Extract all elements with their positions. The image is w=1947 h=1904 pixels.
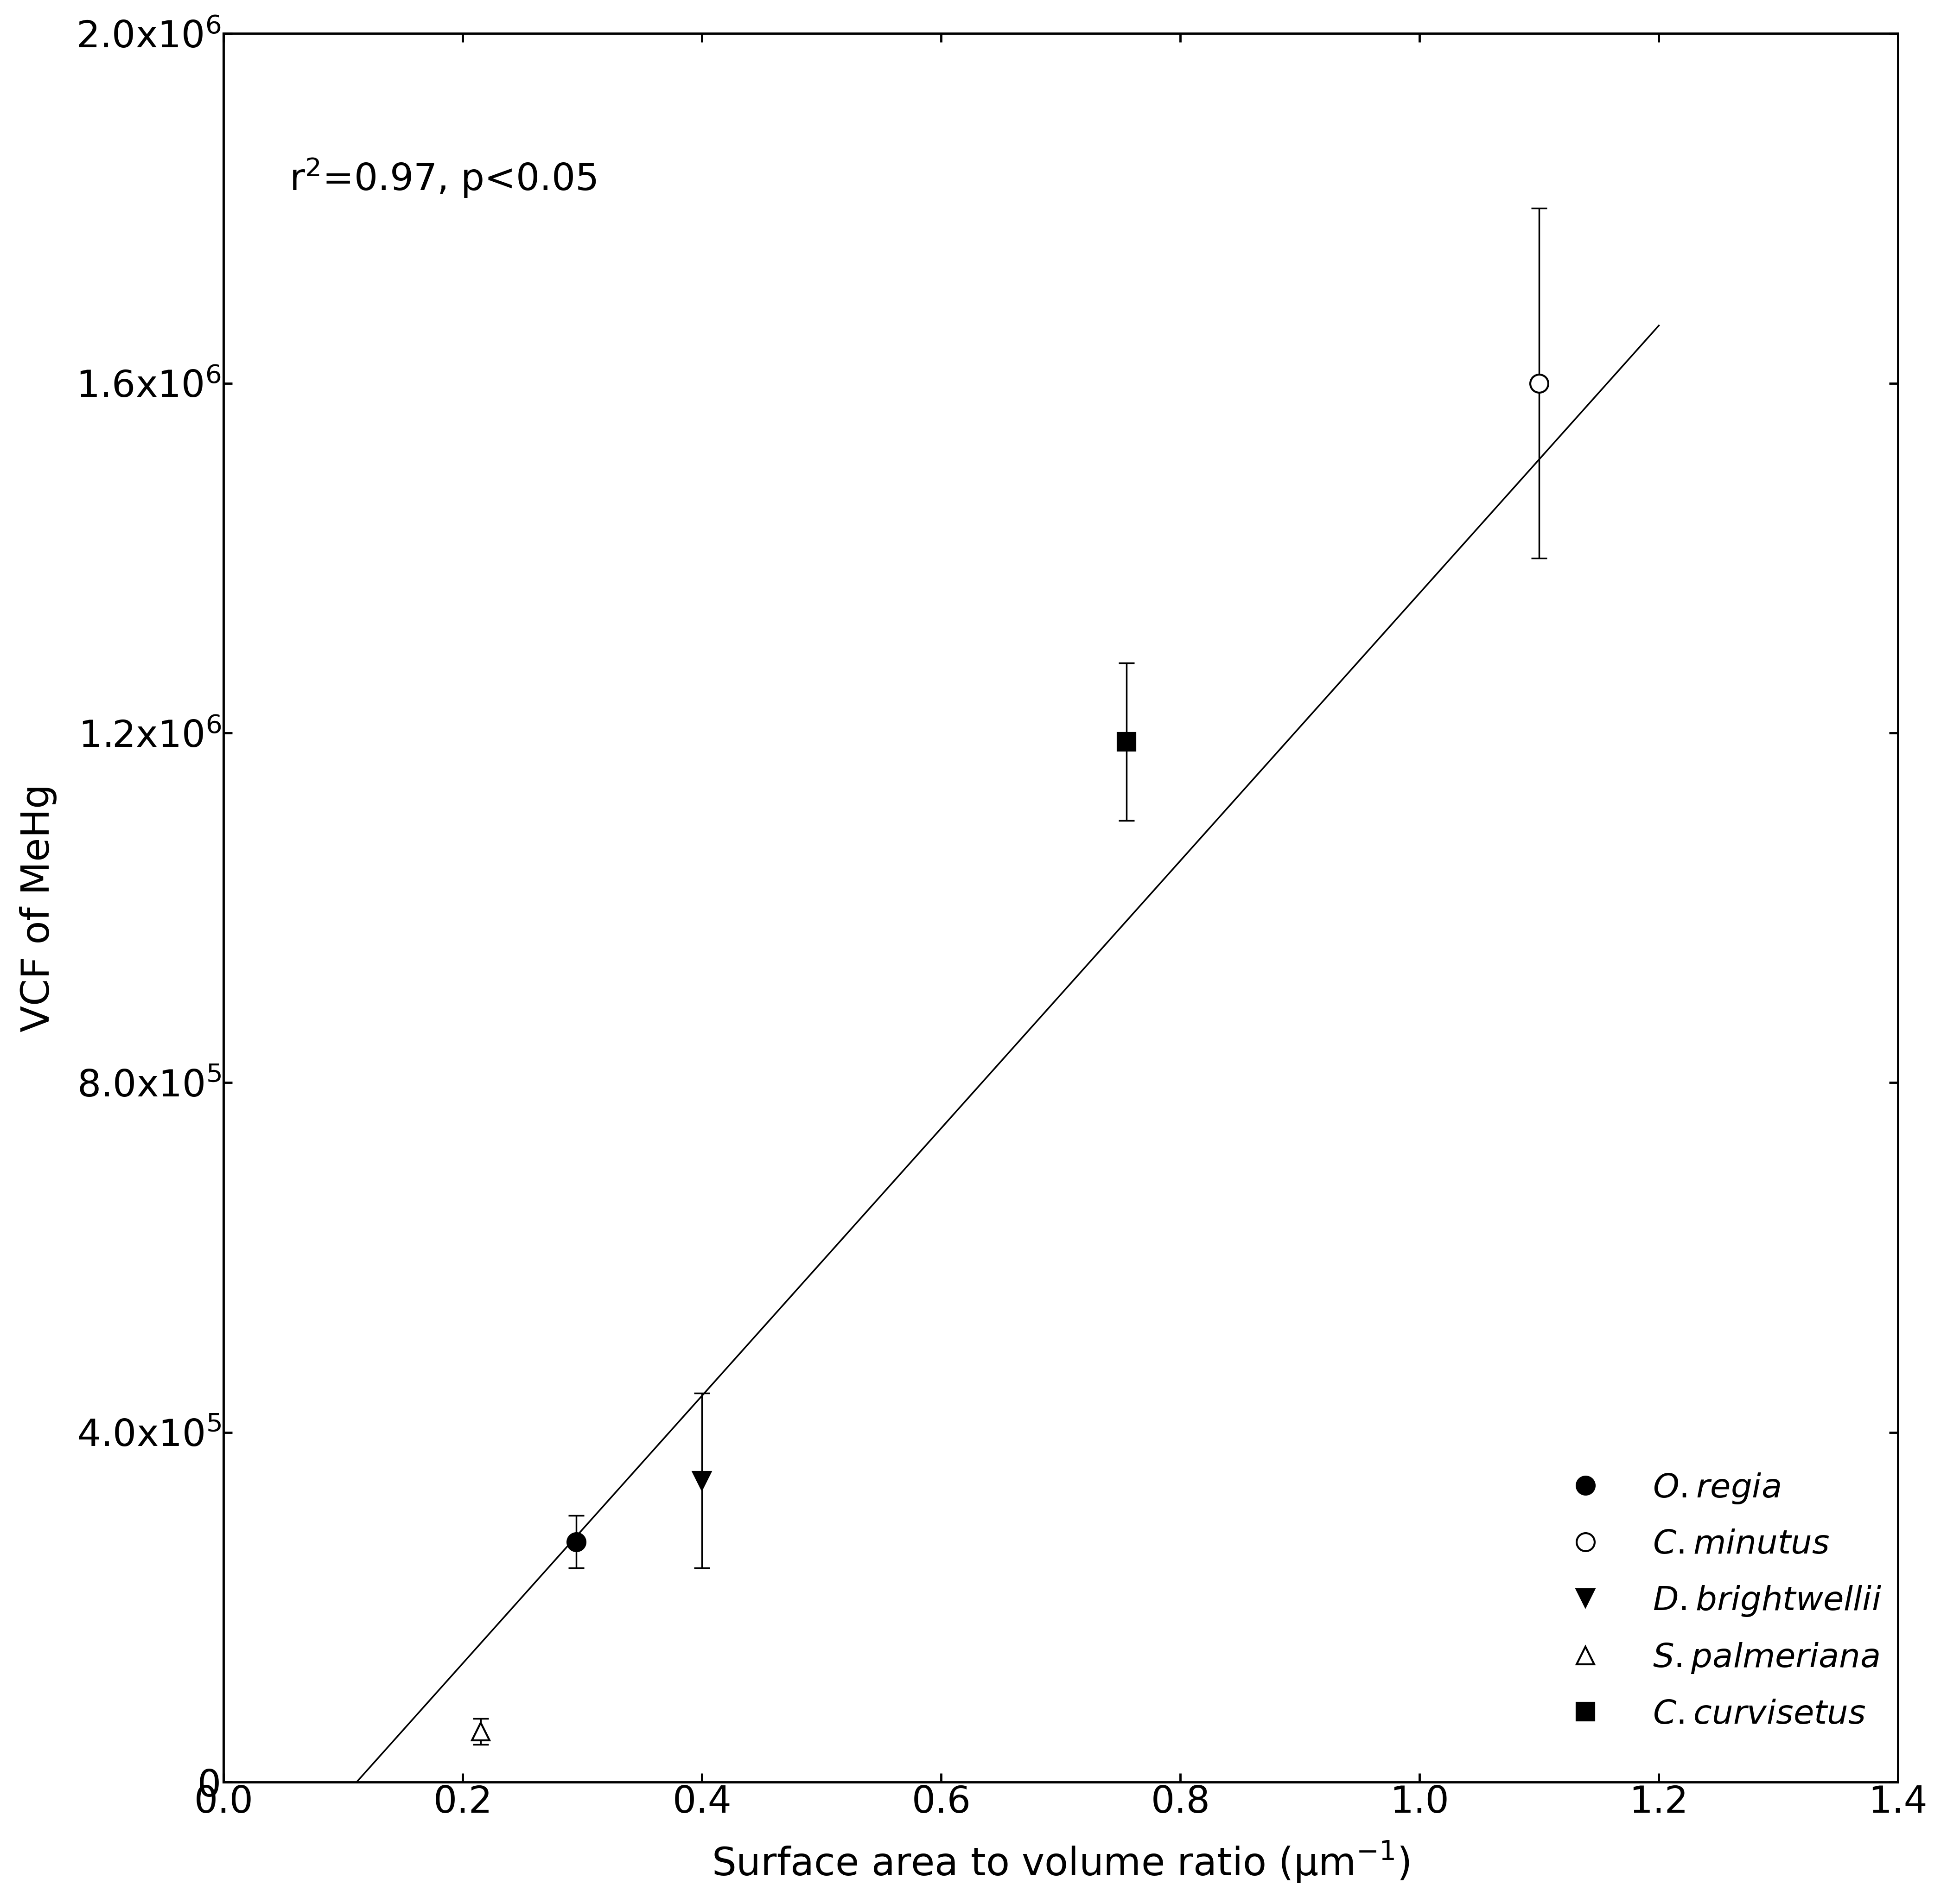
Text: r$^2$=0.97, p<0.05: r$^2$=0.97, p<0.05 — [290, 156, 596, 200]
X-axis label: Surface area to volume ratio (μm$^{-1}$): Surface area to volume ratio (μm$^{-1}$) — [713, 1839, 1410, 1885]
Legend: $O.regia$, $C.minutus$, $D.brightwellii$, $S.palmeriana$, $C.curvisetus$: $O.regia$, $C.minutus$, $D.brightwellii$… — [1552, 1472, 1881, 1731]
Y-axis label: VCF of MeHg: VCF of MeHg — [19, 784, 56, 1032]
